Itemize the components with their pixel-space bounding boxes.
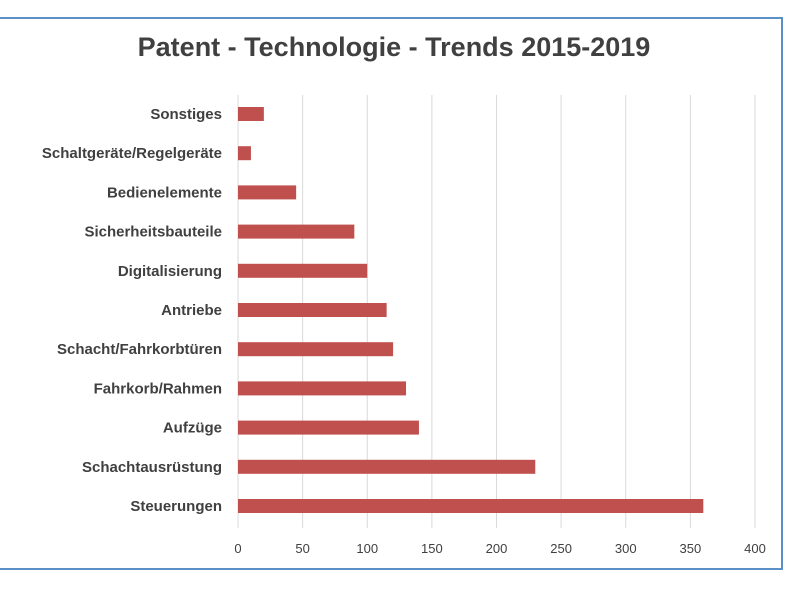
bar [238,107,264,121]
x-tick-label: 400 [744,541,766,556]
category-label: Fahrkorb/Rahmen [94,380,222,397]
category-label: Steuerungen [130,498,222,515]
category-label: Schachtausrüstung [82,459,222,476]
bar [238,381,407,396]
bar [238,146,251,161]
bar [238,224,355,239]
x-tick-label: 100 [356,541,378,556]
bar [238,459,536,474]
bars [238,107,704,513]
x-tick-label: 50 [295,541,309,556]
x-tick-label: 350 [680,541,702,556]
bar [238,185,297,200]
bar [238,263,368,278]
bar [238,420,419,435]
category-labels: Sonstiges Schaltgeräte/Regelgeräte Bediene… [42,106,222,515]
chart-title: Patent - Technologie - Trends 2015-2019 [137,32,651,62]
category-label: Digitalisierung [118,263,222,280]
x-tick-label: 200 [486,541,508,556]
x-tick-label: 0 [234,541,241,556]
category-label: Aufzüge [163,420,222,437]
chart-frame [0,17,783,570]
category-label: Schacht/Fahrkorbtüren [57,341,222,358]
category-label: Sonstiges [150,106,222,123]
x-axis-tick-labels: 0 50 100 150 200 250 300 350 400 [234,541,765,556]
category-label: Bedienelemente [107,184,222,201]
x-tick-label: 250 [550,541,572,556]
x-tick-label: 150 [421,541,443,556]
category-label: Sicherheitsbauteile [84,224,222,241]
x-tick-label: 300 [615,541,637,556]
bar [238,303,387,317]
bar [238,342,394,357]
category-label: Schaltgeräte/Regelgeräte [42,145,222,162]
bar [238,499,704,513]
category-label: Antriebe [161,302,222,319]
